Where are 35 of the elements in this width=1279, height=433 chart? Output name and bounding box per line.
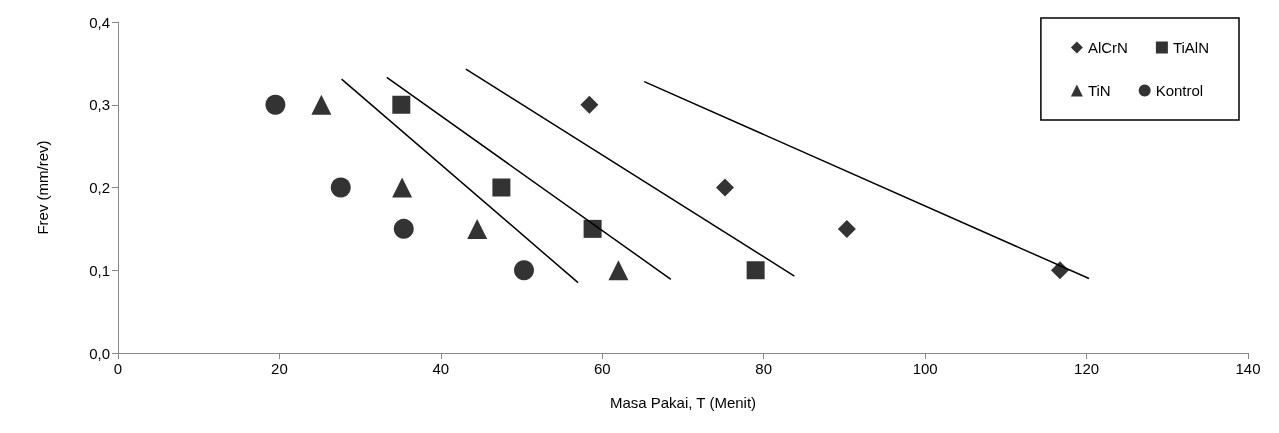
point [746, 261, 765, 280]
x-tick-label: 140 [1235, 360, 1261, 377]
y-tick-label: 0,1 [89, 261, 110, 279]
point [1050, 261, 1069, 280]
legend-label: TiN [1087, 82, 1111, 99]
point [580, 95, 599, 114]
point [393, 218, 414, 239]
point [467, 218, 488, 239]
y-tick-label: 0,3 [89, 96, 110, 114]
y-tick-label: 0,4 [89, 13, 110, 31]
y-axis-title: Frev (mm/rev) [34, 140, 51, 235]
x-tick-label: 0 [113, 360, 123, 377]
point [837, 219, 856, 238]
legend-label: Kontrol [1155, 82, 1204, 99]
y-tick-label: 0,2 [89, 179, 110, 196]
legend-label: AlCrN [1087, 39, 1128, 56]
point [330, 177, 351, 198]
point [311, 94, 332, 115]
y-tick-label: 0,0 [89, 344, 110, 362]
point [492, 178, 511, 197]
legend-label: TiAlN [1172, 39, 1209, 56]
point [608, 260, 629, 281]
point [583, 219, 602, 238]
point [514, 260, 534, 281]
x-tick-label: 80 [755, 360, 773, 377]
point [265, 94, 286, 115]
x-tick-label: 120 [1074, 360, 1100, 377]
x-tick-label: 60 [593, 360, 611, 377]
point [392, 95, 411, 114]
point [715, 178, 734, 197]
x-tick-label: 20 [271, 360, 288, 377]
x-tick-label: 100 [912, 360, 938, 377]
x-tick-label: 40 [432, 360, 450, 377]
x-axis-title: Masa Pakai, T (Menit) [609, 394, 757, 411]
point [392, 177, 413, 198]
